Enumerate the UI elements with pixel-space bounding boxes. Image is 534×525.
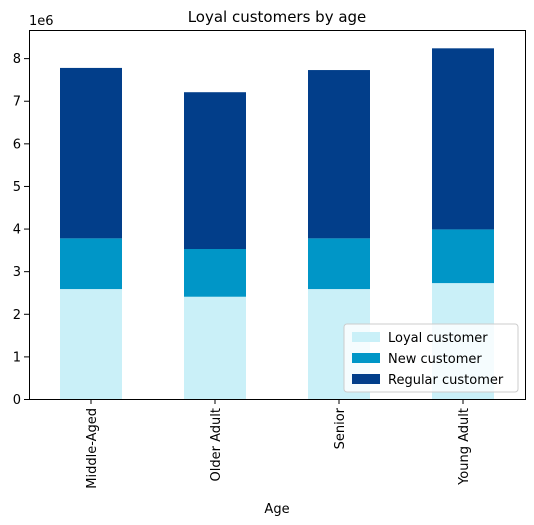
bar-segment: [184, 249, 246, 297]
legend-label: Regular customer: [388, 373, 504, 388]
y-tick-label: 6: [13, 137, 21, 152]
bar-segment: [60, 238, 122, 290]
x-axis-title: Age: [264, 502, 289, 517]
bar-segment: [184, 296, 246, 399]
x-axis: Middle-Aged Older Adult Senior Young Adult: [85, 399, 472, 489]
legend-box: [343, 323, 519, 393]
y-tick-label: 7: [13, 95, 21, 110]
bar-segment: [60, 67, 122, 239]
y-axis-multiplier-label: 1e6: [29, 14, 54, 29]
bar-segment: [308, 70, 370, 239]
bar-segment: [308, 238, 370, 290]
bar-segment: [60, 289, 122, 399]
y-tick-label: 4: [13, 223, 21, 238]
plot-frame: [29, 30, 526, 400]
bar-segment: [432, 229, 494, 284]
legend-swatch: [352, 374, 380, 384]
legend-label: Loyal customer: [388, 331, 488, 346]
x-tick-label: Older Adult: [209, 408, 224, 481]
chart-title: Loyal customers by age: [188, 8, 367, 26]
y-tick-label: 2: [13, 308, 21, 323]
bar-segment: [184, 92, 246, 250]
x-tick-label: Middle-Aged: [85, 408, 100, 489]
y-tick-label: 0: [13, 393, 21, 408]
legend-label: New customer: [388, 352, 482, 367]
legend: Loyal customer New customer Regular custom…: [343, 323, 519, 393]
x-tick-label: Young Adult: [457, 408, 472, 486]
y-tick-label: 8: [13, 52, 21, 67]
y-tick-label: 3: [13, 265, 21, 280]
bar-segment: [432, 48, 494, 230]
legend-swatch: [352, 353, 380, 363]
legend-swatch: [352, 332, 380, 342]
y-axis: 0 1 2 3 4 5 6 7 8: [13, 52, 29, 408]
x-tick-label: Senior: [333, 407, 348, 449]
y-tick-label: 1: [13, 350, 21, 365]
y-tick-label: 5: [13, 180, 21, 195]
